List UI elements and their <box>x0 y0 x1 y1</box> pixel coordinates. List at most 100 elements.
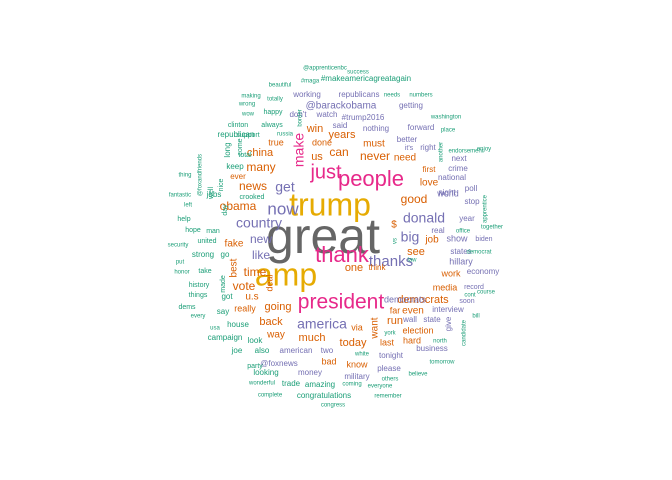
cloud-word: give <box>444 316 453 331</box>
cloud-word: together <box>481 225 503 231</box>
cloud-word: true <box>268 137 284 147</box>
cloud-word: like <box>252 248 270 262</box>
cloud-word: democrats <box>384 294 427 304</box>
cloud-word: president <box>298 291 385 314</box>
cloud-word: night <box>438 188 456 197</box>
cloud-word: party <box>247 363 263 370</box>
cloud-word: place <box>441 128 456 134</box>
cloud-word: work <box>440 268 461 278</box>
cloud-word: long <box>223 142 232 157</box>
cloud-word: also <box>255 346 270 355</box>
cloud-word: china <box>247 147 274 159</box>
cloud-word: amp <box>255 256 317 292</box>
cloud-word: dems <box>178 304 196 311</box>
cloud-word: right <box>420 143 436 152</box>
cloud-word: @barackobama <box>306 101 377 112</box>
cloud-word: fake <box>225 239 244 250</box>
cloud-word: say <box>217 307 229 316</box>
cloud-word: bad <box>321 356 336 366</box>
cloud-word: poll <box>465 184 478 193</box>
cloud-word: wow <box>241 112 255 118</box>
cloud-word: crooked <box>240 194 265 201</box>
cloud-word: military <box>344 372 369 381</box>
cloud-word: crime <box>448 164 468 173</box>
cloud-word: russia <box>277 132 294 138</box>
cloud-word: jobs <box>206 190 222 199</box>
cloud-word: amazing <box>305 380 335 389</box>
cloud-word: complete <box>258 393 283 399</box>
cloud-word: congress <box>321 403 345 409</box>
cloud-word: two <box>321 346 334 355</box>
cloud-word: success <box>347 70 369 76</box>
cloud-word: american <box>280 346 313 355</box>
cloud-word: win <box>306 123 324 135</box>
cloud-word: america <box>297 316 347 332</box>
cloud-word: show <box>446 233 468 243</box>
cloud-word: law <box>407 258 417 264</box>
cloud-word: #trump2016 <box>342 113 385 122</box>
cloud-word: tonight <box>379 351 404 360</box>
cloud-word: today <box>340 337 367 349</box>
cloud-word: news <box>239 179 267 193</box>
cloud-word: well <box>208 187 215 201</box>
cloud-word: see <box>407 246 425 258</box>
cloud-word: nice <box>218 178 225 191</box>
cloud-word: endorsement <box>448 149 483 155</box>
cloud-word: congratulations <box>297 391 351 400</box>
cloud-word: u.s <box>245 292 258 303</box>
cloud-word: man <box>206 228 220 235</box>
cloud-word: money <box>298 368 322 377</box>
cloud-word: support <box>236 132 259 139</box>
cloud-word: vs <box>393 238 399 244</box>
cloud-word: us <box>311 151 323 163</box>
cloud-word: trump <box>289 186 371 222</box>
cloud-word: must <box>363 139 385 150</box>
cloud-word: business <box>416 344 448 353</box>
cloud-word: united <box>197 238 216 245</box>
cloud-word: now <box>267 199 299 218</box>
cloud-word: usa <box>210 326 220 332</box>
cloud-word: @apprenticenbc <box>303 66 347 72</box>
cloud-word: office <box>456 229 471 235</box>
cloud-word: clinton <box>228 122 248 129</box>
cloud-word: north <box>433 339 447 345</box>
cloud-word: go <box>221 250 230 259</box>
cloud-word: better <box>397 135 418 144</box>
cloud-word: it's <box>405 145 414 152</box>
cloud-word: apprentice <box>483 194 489 223</box>
cloud-word: others <box>382 377 399 383</box>
cloud-word: beautiful <box>269 83 292 89</box>
cloud-word: totally <box>267 97 283 103</box>
cloud-word: things <box>189 292 208 299</box>
cloud-word: @foxandfriends <box>198 154 204 196</box>
cloud-word: much <box>299 332 326 344</box>
cloud-word: nothing <box>363 124 389 133</box>
cloud-word: every <box>191 314 206 320</box>
cloud-word: security <box>168 243 189 249</box>
cloud-word: everyone <box>368 384 393 390</box>
cloud-word: way <box>266 330 285 341</box>
cloud-word: vote <box>233 279 256 293</box>
cloud-word: just <box>309 161 342 183</box>
cloud-word: world <box>436 188 459 198</box>
cloud-word: joe <box>231 346 243 355</box>
cloud-word: strong <box>192 250 214 259</box>
cloud-word: thing <box>178 173 191 179</box>
cloud-word: time <box>244 265 267 279</box>
cloud-word: state <box>423 315 441 324</box>
cloud-word: remember <box>374 394 401 400</box>
cloud-word: put <box>176 260 185 266</box>
cloud-word: come <box>237 138 244 155</box>
cloud-word: obama <box>220 199 257 213</box>
cloud-word: @foxnews <box>260 359 297 368</box>
cloud-word: new <box>250 232 272 246</box>
cloud-word: wrong <box>238 102 255 108</box>
cloud-word: #maga <box>301 79 320 85</box>
cloud-word: back <box>259 316 283 328</box>
cloud-word: via <box>351 322 363 332</box>
cloud-word: made <box>220 275 227 293</box>
cloud-word: people <box>338 166 404 191</box>
cloud-word: making <box>241 94 260 100</box>
cloud-word: washington <box>430 115 461 121</box>
